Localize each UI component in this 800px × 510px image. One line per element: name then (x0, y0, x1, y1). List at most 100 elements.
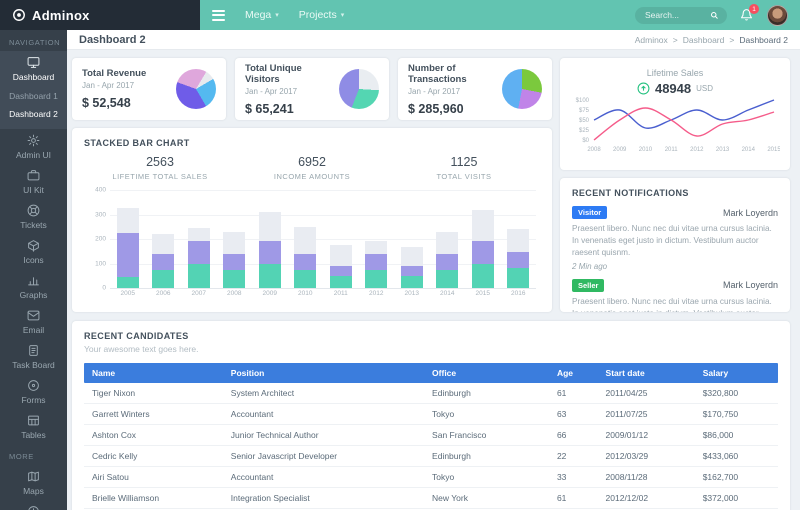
bar-segment-series-teal (436, 269, 459, 288)
sidebar-subitem-dashboard-1[interactable]: Dashboard 1 (9, 91, 58, 101)
sidebar-item-ui-kit[interactable]: UI Kit (0, 164, 67, 199)
page-title-bar: Dashboard 2 Adminox > Dashboard > Dashboard … (67, 30, 800, 50)
table-cell: 22 (556, 451, 567, 461)
sidebar-item-calendar[interactable]: Calendar (0, 500, 67, 510)
notification-badge: Visitor (572, 206, 608, 219)
sidebar-item-admin-ui[interactable]: Admin UI (0, 129, 67, 164)
x-axis-tick: 2007 (191, 290, 206, 297)
brand-logo-icon (12, 8, 26, 22)
bell-icon[interactable]: 1 (740, 4, 759, 22)
bar-segment-series-gray (400, 247, 423, 266)
pie-chart-revenue-pie (176, 69, 216, 109)
sidebar-item-dashboard[interactable]: Dashboard (0, 51, 67, 86)
table-cell: 33 (556, 472, 567, 482)
breadcrumb-item[interactable]: Adminox (634, 34, 668, 45)
bar-segment-series-gray (187, 227, 210, 242)
bar-2015 (471, 209, 494, 288)
bar-2011 (329, 245, 352, 288)
bar-segment-series-teal (187, 263, 210, 288)
bar-segment-series-teal (116, 276, 139, 288)
bar-segment-series-purple (116, 232, 139, 277)
bar-segment-series-gray (507, 229, 530, 253)
table-cell: Brielle Williamson (92, 493, 160, 503)
x-axis-tick: 2015 (475, 290, 490, 297)
table-cell: 2012/12/02 (605, 493, 649, 503)
table-cell: Edinburgh (432, 451, 471, 461)
gridline (110, 214, 536, 216)
x-axis-tick: 2016 (511, 290, 526, 297)
sidebar-item-label: Task Board (12, 360, 55, 370)
sidebar-item-task-board[interactable]: Task Board (0, 339, 67, 374)
table-cell: $433,060 (702, 451, 739, 461)
breadcrumb-item[interactable]: Dashboard (682, 34, 725, 45)
table-icon (27, 414, 40, 427)
search-icon[interactable] (710, 11, 719, 20)
x-axis-tick: 2010 (298, 290, 313, 297)
search-box[interactable] (635, 6, 727, 24)
bar-segment-series-teal (329, 275, 352, 288)
table-cell: Tokyo (432, 409, 455, 419)
search-input[interactable] (643, 9, 706, 21)
column-header-position: Position (230, 368, 265, 378)
life-ring-icon (27, 204, 40, 217)
sidebar-item-tables[interactable]: Tables (0, 409, 67, 444)
table-cell: 61 (556, 388, 567, 398)
menu-toggle-button[interactable] (212, 9, 225, 21)
y-axis-tick: 0 (102, 284, 106, 292)
notification-header: Seller Mark Loyerdn (572, 278, 778, 292)
table-cell: 2008/11/28 (605, 472, 648, 482)
notification-item: Visitor Mark Loyerdn Praesent libero. Nunc… (572, 206, 778, 271)
bar-2005 (116, 208, 139, 288)
stacked-stats-row: 2563 LIFETIME TOTAL SALES 6952 INCOME AMOUN… (84, 155, 540, 181)
table-row: Ashton Cox Junior Technical Author San Fra… (84, 425, 778, 446)
sidebar: NAVIGATION Dashboard Dashboard 1 Dashboard… (0, 30, 67, 510)
bar-segment-series-purple (329, 265, 352, 276)
sidebar-item-forms[interactable]: Forms (0, 374, 67, 409)
candidates-table: Name Position Office Age Start date Salary Ti… (84, 363, 778, 510)
sidebar-item-email[interactable]: Email (0, 304, 67, 339)
line-x-tick: 2008 (587, 147, 601, 153)
stat-card-title: Total Unique Visitors (245, 62, 302, 85)
line-series-blue (593, 99, 775, 129)
line-y-tick: $25 (579, 128, 590, 134)
sidebar-subitem-dashboard-2[interactable]: Dashboard 2 (9, 109, 58, 119)
pie-chart-visitors-pie (339, 69, 379, 109)
user-avatar[interactable] (767, 4, 788, 26)
x-axis-tick: 2013 (404, 290, 419, 297)
envelope-icon (27, 309, 40, 322)
bar-2016 (507, 229, 530, 288)
bar-segment-series-purple (400, 265, 423, 276)
sidebar-item-tickets[interactable]: Tickets (0, 199, 67, 234)
column-header-salary: Salary (702, 368, 729, 378)
sidebar-item-label: Tables (21, 430, 46, 440)
stat-card-text: Number of Transactions Jan - Apr 2017 $ 28… (408, 63, 502, 116)
topbar: Adminox Mega▾ Projects▾ 1 (0, 0, 800, 30)
target-icon (27, 379, 40, 392)
stat-card-value: $ 52,548 (82, 96, 131, 110)
sidebar-item-maps[interactable]: Maps (0, 465, 67, 500)
table-cell: Airi Satou (92, 472, 129, 482)
stat-card-total-unique-visitors: Total Unique Visitors Jan - Apr 2017 $ 65,… (235, 58, 389, 120)
notifications-title: RECENT NOTIFICATIONS (572, 188, 689, 198)
brand[interactable]: Adminox (0, 0, 200, 30)
notification-user-name: Mark Loyerdn (722, 207, 778, 218)
top-menu-label: Mega (245, 9, 272, 21)
stacked-panel-title: STACKED BAR CHART (84, 138, 190, 148)
bar-segment-series-teal (152, 269, 175, 288)
bar-segment-series-purple (258, 241, 281, 264)
bar-segment-series-purple (365, 253, 388, 270)
x-axis-tick: 2011 (333, 290, 348, 297)
table-cell: New York (432, 493, 468, 503)
sidebar-item-icons[interactable]: Icons (0, 234, 67, 269)
top-menu-projects[interactable]: Projects ▾ (299, 9, 344, 21)
sidebar-item-graphs[interactable]: Graphs (0, 269, 67, 304)
bar-segment-series-purple (187, 241, 210, 264)
bar-segment-series-gray (152, 234, 175, 254)
stat-card-text: Total Unique Visitors Jan - Apr 2017 $ 65,… (245, 63, 339, 116)
top-menu-mega[interactable]: Mega ▾ (245, 9, 279, 21)
table-cell: Integration Specialist (230, 493, 310, 503)
stat-card-title: Total Revenue (82, 68, 147, 79)
lifetime-sales-title: Lifetime Sales (646, 68, 704, 78)
breadcrumb-separator: > (672, 34, 678, 45)
x-axis-tick: 2009 (262, 290, 277, 297)
